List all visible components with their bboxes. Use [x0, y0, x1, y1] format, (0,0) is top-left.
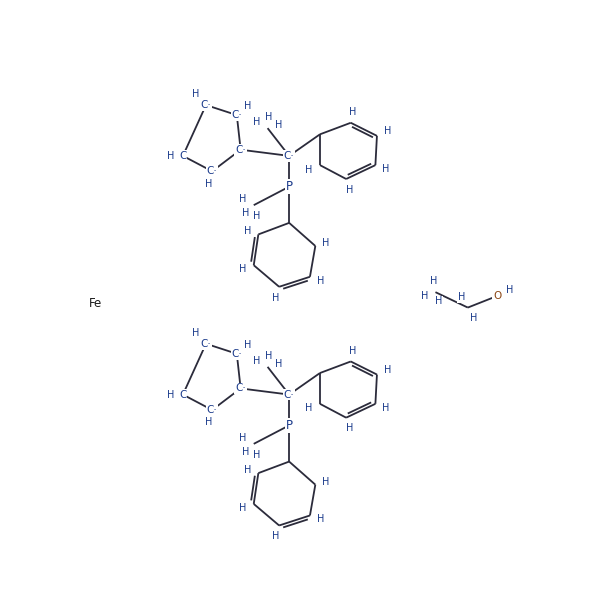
Text: H: H	[272, 531, 280, 541]
Text: H: H	[253, 211, 260, 221]
Text: H: H	[272, 293, 280, 302]
Text: H: H	[167, 390, 174, 399]
Text: H: H	[317, 514, 325, 524]
Text: H: H	[239, 503, 247, 513]
Text: H: H	[266, 112, 273, 122]
Text: H: H	[382, 402, 390, 413]
Text: H: H	[274, 359, 282, 369]
Text: C·: C·	[284, 390, 294, 399]
Text: C: C	[179, 390, 187, 399]
Text: H: H	[239, 194, 247, 204]
Text: C·: C·	[231, 349, 242, 359]
Text: H: H	[274, 120, 282, 130]
Text: H: H	[506, 285, 513, 295]
Text: H: H	[244, 226, 252, 236]
Text: H: H	[253, 117, 260, 127]
Text: H: H	[244, 465, 252, 475]
Text: H: H	[239, 264, 247, 274]
Text: C·: C·	[201, 339, 211, 349]
Text: H: H	[458, 292, 465, 302]
Text: H: H	[470, 313, 478, 324]
Text: C·: C·	[201, 100, 211, 110]
Text: H: H	[346, 424, 353, 433]
Text: H: H	[322, 476, 330, 487]
Text: P: P	[286, 180, 293, 193]
Text: C·: C·	[231, 110, 242, 120]
Text: H: H	[253, 450, 260, 459]
Text: H: H	[430, 276, 438, 287]
Text: C·: C·	[207, 166, 217, 176]
Text: H: H	[242, 447, 250, 456]
Text: Fe: Fe	[89, 297, 102, 310]
Text: H: H	[191, 89, 199, 99]
Text: H: H	[349, 107, 356, 117]
Text: H: H	[384, 365, 392, 375]
Text: H: H	[204, 179, 212, 188]
Text: H: H	[384, 126, 392, 136]
Text: C·: C·	[235, 145, 246, 155]
Text: H: H	[346, 185, 353, 195]
Text: H: H	[306, 404, 313, 413]
Text: H: H	[306, 165, 313, 175]
Text: C: C	[179, 151, 187, 161]
Text: H: H	[244, 101, 252, 111]
Text: H: H	[253, 356, 260, 365]
Text: H: H	[244, 339, 252, 350]
Text: H: H	[349, 345, 356, 356]
Text: H: H	[435, 296, 442, 307]
Text: H: H	[204, 418, 212, 427]
Text: C·: C·	[235, 384, 246, 393]
Text: H: H	[239, 433, 247, 443]
Text: P: P	[286, 419, 293, 432]
Text: H: H	[421, 291, 428, 301]
Text: C·: C·	[207, 405, 217, 415]
Text: H: H	[167, 151, 174, 161]
Text: O: O	[493, 291, 501, 301]
Text: H: H	[382, 164, 390, 174]
Text: H: H	[266, 351, 273, 361]
Text: H: H	[242, 208, 250, 218]
Text: H: H	[322, 238, 330, 248]
Text: H: H	[191, 328, 199, 338]
Text: C·: C·	[284, 151, 294, 161]
Text: H: H	[317, 276, 325, 285]
